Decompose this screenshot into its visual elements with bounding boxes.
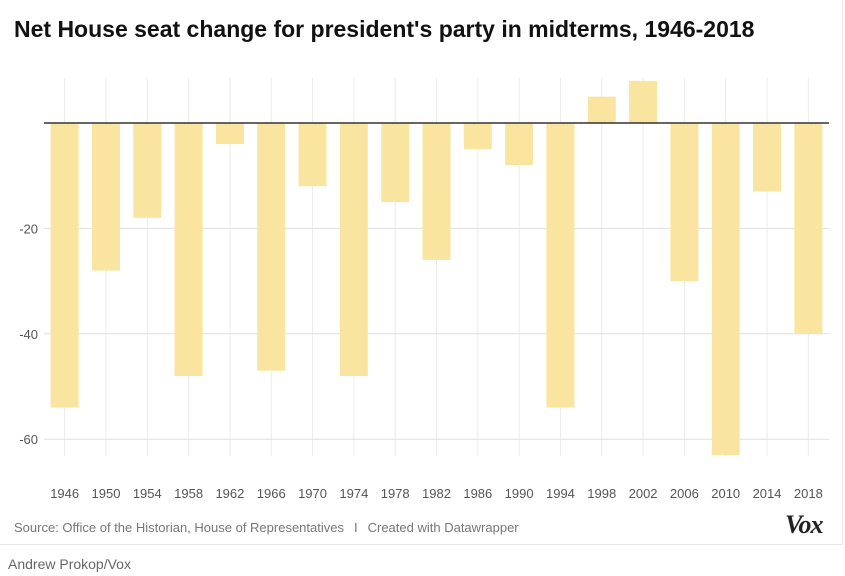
- x-tick-label: 2018: [794, 486, 823, 501]
- x-tick-label: 1998: [587, 486, 616, 501]
- x-tick-label: 2010: [711, 486, 740, 501]
- x-tick-label: 1946: [50, 486, 79, 501]
- bars-layer: [50, 80, 823, 456]
- bar-1990: [505, 123, 534, 166]
- x-tick-label: 2014: [753, 486, 782, 501]
- bar-2006: [670, 123, 699, 282]
- bar-1966: [257, 123, 286, 371]
- bar-2002: [629, 80, 658, 123]
- bar-1958: [174, 123, 203, 376]
- x-tick-label: 1970: [298, 486, 327, 501]
- chart-title: Net House seat change for president's pa…: [14, 16, 755, 42]
- x-tick-label: 2002: [629, 486, 658, 501]
- x-tick-label: 1962: [215, 486, 244, 501]
- bar-chart: -20-40-60 1946 1950 1954 1958 1962 1966 1970 19…: [19, 78, 829, 501]
- x-tick-label: 2006: [670, 486, 699, 501]
- bar-1954: [133, 123, 162, 218]
- vox-logo: Vox: [785, 510, 823, 539]
- bar-1994: [546, 123, 575, 408]
- x-tick-label: 1950: [92, 486, 121, 501]
- x-tick-labels: 1946 1950 1954 1958 1962 1966 1970 1974 1978 1982…: [50, 486, 823, 501]
- axis-layer: -20 -40 -60: [19, 122, 829, 447]
- bar-1974: [339, 123, 368, 376]
- bar-2014: [753, 123, 782, 192]
- bar-1970: [298, 123, 327, 187]
- image-credit: Andrew Prokop/Vox: [8, 556, 131, 572]
- y-tick-label: -40: [19, 327, 38, 342]
- x-tick-label: 1966: [257, 486, 286, 501]
- bar-1950: [91, 123, 120, 271]
- bar-1946: [50, 123, 79, 408]
- y-tick-label: -60: [19, 432, 38, 447]
- x-tick-label: 1990: [505, 486, 534, 501]
- bar-1986: [463, 123, 492, 150]
- x-tick-label: 1974: [339, 486, 368, 501]
- x-tick-label: 1978: [381, 486, 410, 501]
- source-note: Source: Office of the Historian, House o…: [14, 520, 344, 535]
- chart-footer: Source: Office of the Historian, House o…: [14, 520, 519, 535]
- bar-1962: [215, 123, 244, 145]
- x-tick-label: 1994: [546, 486, 575, 501]
- bar-2018: [794, 123, 823, 334]
- bar-2010: [711, 123, 740, 456]
- bar-1982: [422, 123, 451, 261]
- x-tick-label: 1982: [422, 486, 451, 501]
- chart-frame: [0, 0, 843, 545]
- y-tick-label: -20: [19, 221, 38, 236]
- bar-1978: [381, 123, 410, 203]
- created-with-note: Created with Datawrapper: [367, 520, 519, 535]
- x-tick-label: 1958: [174, 486, 203, 501]
- x-tick-label: 1954: [133, 486, 162, 501]
- footer-separator: I: [353, 520, 358, 535]
- x-tick-label: 1986: [463, 486, 492, 501]
- bar-1998: [587, 96, 616, 123]
